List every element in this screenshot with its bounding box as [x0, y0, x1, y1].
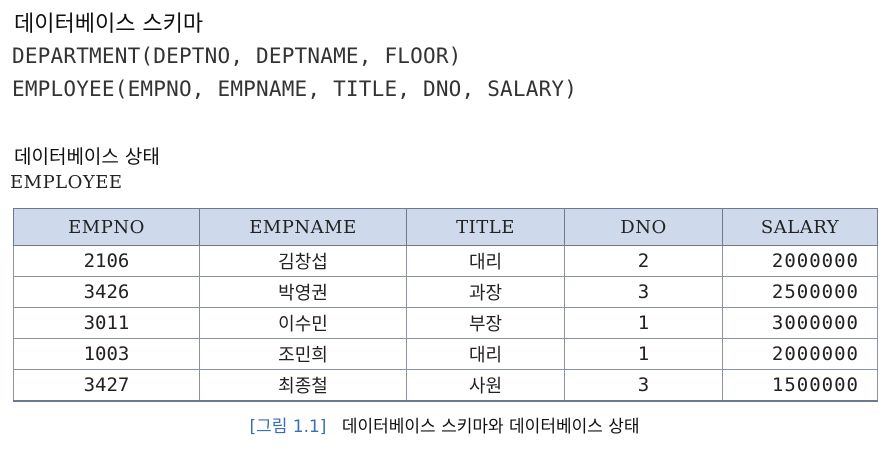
column-header-empno: EMPNO — [13, 208, 200, 246]
cell-empno: 3011 — [13, 307, 200, 339]
employee-table: EMPNO EMPNAME TITLE DNO SALARY 2106 김창섭 … — [13, 208, 878, 402]
table-row: 1003 조민희 대리 1 2000000 — [13, 338, 878, 370]
cell-empno: 2106 — [13, 245, 200, 277]
schema-heading: 데이터베이스 스키마 — [14, 12, 204, 37]
cell-empname: 최종철 — [199, 369, 407, 402]
figure-caption: [그림 1.1] 데이터베이스 스키마와 데이터베이스 상태 — [0, 412, 889, 437]
table-row: 3011 이수민 부장 1 3000000 — [13, 307, 878, 339]
table-name: EMPLOYEE — [10, 172, 123, 193]
cell-title: 부장 — [406, 307, 565, 339]
cell-salary: 2500000 — [722, 276, 878, 308]
figure-caption-text: 데이터베이스 스키마와 데이터베이스 상태 — [341, 417, 640, 437]
cell-empname: 김창섭 — [199, 245, 407, 277]
column-header-title: TITLE — [406, 208, 565, 246]
column-header-salary: SALARY — [722, 208, 878, 246]
table-row: 3426 박영권 과장 3 2500000 — [13, 276, 878, 308]
cell-dno: 2 — [564, 245, 723, 277]
table-header-row: EMPNO EMPNAME TITLE DNO SALARY — [13, 208, 878, 246]
cell-salary: 1500000 — [722, 369, 878, 402]
cell-empno: 3426 — [13, 276, 200, 308]
cell-salary: 2000000 — [722, 338, 878, 370]
cell-empno: 1003 — [13, 338, 200, 370]
column-header-dno: DNO — [564, 208, 723, 246]
cell-empname: 이수민 — [199, 307, 407, 339]
table-row: 2106 김창섭 대리 2 2000000 — [13, 245, 878, 277]
cell-empno: 3427 — [13, 369, 200, 402]
figure-number: [그림 1.1] — [249, 417, 327, 437]
cell-dno: 1 — [564, 338, 723, 370]
cell-empname: 박영권 — [199, 276, 407, 308]
table-row: 3427 최종철 사원 3 1500000 — [13, 369, 878, 402]
cell-dno: 1 — [564, 307, 723, 339]
state-heading: 데이터베이스 상태 — [14, 146, 160, 168]
cell-salary: 3000000 — [722, 307, 878, 339]
department-schema-line: DEPARTMENT(DEPTNO, DEPTNAME, FLOOR) — [12, 44, 462, 68]
cell-dno: 3 — [564, 369, 723, 402]
cell-title: 대리 — [406, 338, 565, 370]
cell-title: 대리 — [406, 245, 565, 277]
cell-salary: 2000000 — [722, 245, 878, 277]
cell-dno: 3 — [564, 276, 723, 308]
cell-title: 과장 — [406, 276, 565, 308]
cell-empname: 조민희 — [199, 338, 407, 370]
column-header-empname: EMPNAME — [199, 208, 407, 246]
cell-title: 사원 — [406, 369, 565, 402]
employee-schema-line: EMPLOYEE(EMPNO, EMPNAME, TITLE, DNO, SAL… — [12, 77, 578, 101]
